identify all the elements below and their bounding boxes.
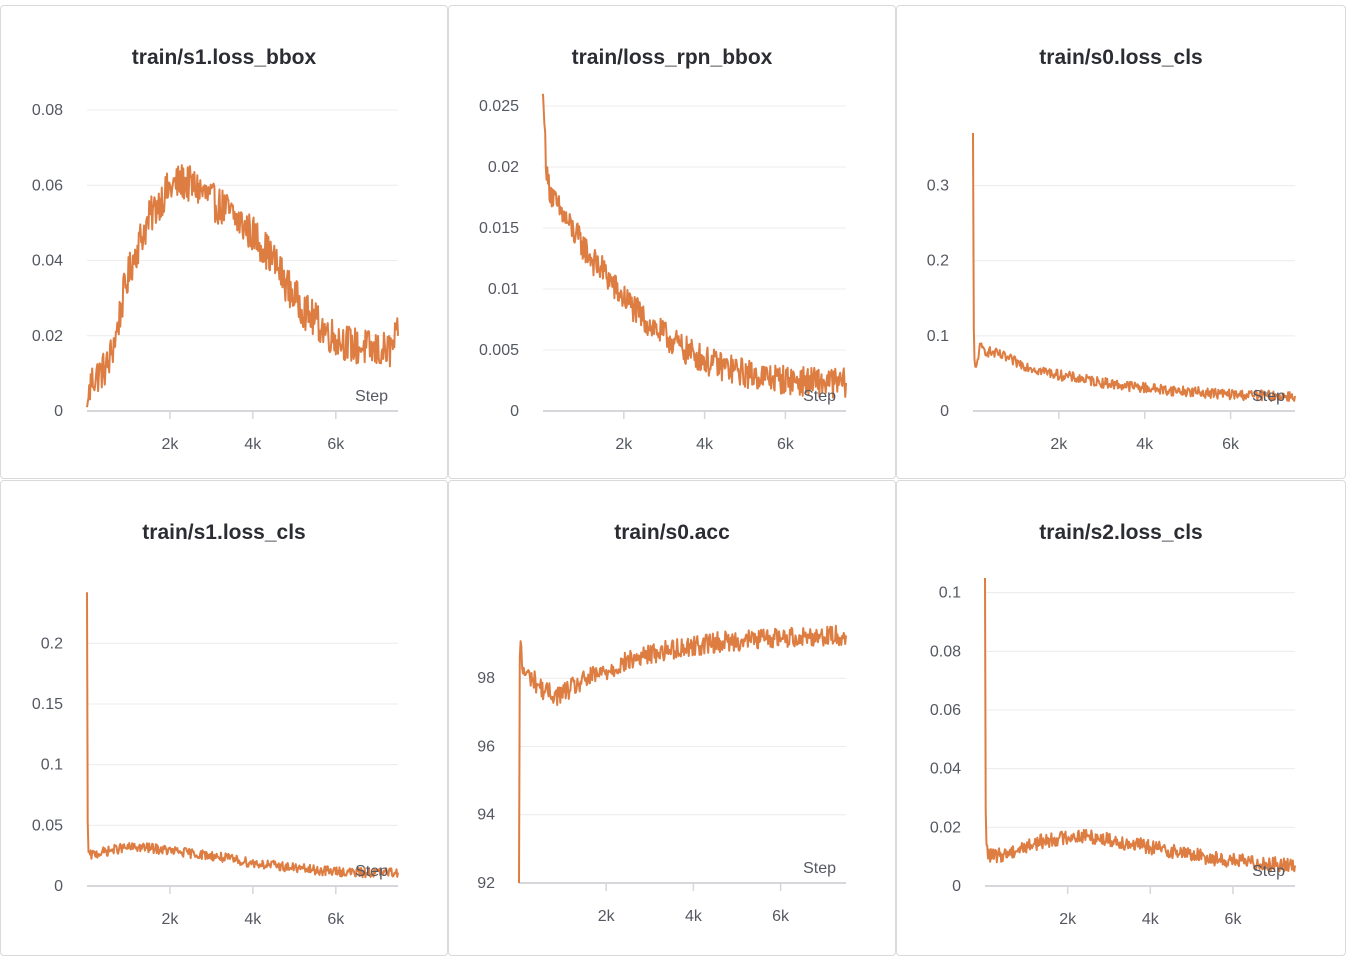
- x-tick-label: 2k: [615, 436, 633, 453]
- chart-panel-s0-loss-cls[interactable]: train/s0.loss_cls 0 0.1 0.2 0.3 2k 4k 6k Step: [896, 5, 1346, 479]
- x-axis-label: Step: [355, 863, 388, 880]
- y-tick-label: 0.05: [32, 817, 63, 834]
- chart-title: train/s2.loss_cls: [1039, 521, 1203, 544]
- y-tick-label: 0.06: [32, 177, 63, 194]
- x-tick-label: 4k: [1136, 436, 1154, 453]
- y-tick-label: 0.1: [939, 585, 961, 602]
- chart-panel-s2-loss-cls[interactable]: train/s2.loss_cls 0 0.02 0.04 0.06 0.08 0.1 2k…: [896, 480, 1346, 956]
- chart-title: train/s0.acc: [614, 521, 730, 544]
- chart-panel-s1-loss-cls[interactable]: train/s1.loss_cls 0 0.05 0.1 0.15 0.2 2k 4k 6k S…: [0, 480, 448, 956]
- x-tick-label: 2k: [598, 908, 616, 925]
- y-tick-label: 0.2: [927, 253, 949, 270]
- y-tick-label: 92: [477, 875, 495, 892]
- x-tick-label: 6k: [772, 908, 790, 925]
- chart-panel-s1-loss-bbox[interactable]: train/s1.loss_bbox 0 0.02 0.04 0.06 0.08 2k 4k…: [0, 5, 448, 479]
- y-tick-label: 98: [477, 670, 495, 687]
- y-tick-label: 0: [54, 878, 63, 895]
- line-chart: 92 94 96 98 2k 4k 6k Step: [477, 624, 847, 925]
- x-tick-label: 4k: [244, 911, 262, 928]
- x-tick-label: 2k: [161, 436, 179, 453]
- y-tick-label: 0.02: [930, 819, 961, 836]
- y-tick-label: 0: [510, 403, 519, 420]
- y-tick-label: 0.04: [32, 253, 63, 270]
- line-chart: 0 0.005 0.01 0.015 0.02 0.025 2k 4k 6k Step: [479, 93, 847, 453]
- x-tick-label: 6k: [327, 911, 345, 928]
- y-tick-label: 0.01: [488, 281, 519, 298]
- line-chart: 0 0.02 0.04 0.06 0.08 2k 4k 6k Step: [32, 102, 399, 453]
- series-line: [518, 624, 847, 884]
- y-tick-label: 0.3: [927, 178, 949, 195]
- chart-title: train/loss_rpn_bbox: [571, 46, 773, 69]
- x-axis-label: Step: [1252, 388, 1285, 405]
- y-tick-label: 0.06: [930, 702, 961, 719]
- y-tick-label: 0.1: [927, 328, 949, 345]
- y-tick-label: 0.1: [41, 757, 63, 774]
- x-axis-label: Step: [803, 860, 836, 877]
- y-tick-label: 0.02: [488, 159, 519, 176]
- x-tick-label: 6k: [777, 436, 795, 453]
- chart-title: train/s1.loss_cls: [142, 521, 306, 544]
- y-tick-label: 0.005: [479, 342, 519, 359]
- y-tick-label: 0.04: [930, 761, 961, 778]
- series-line: [86, 592, 399, 879]
- y-tick-label: 0.08: [32, 102, 63, 119]
- chart-panel-loss-rpn-bbox[interactable]: train/loss_rpn_bbox 0 0.005 0.01 0.015 0.02 0…: [448, 5, 896, 479]
- x-tick-label: 4k: [244, 436, 262, 453]
- chart-title: train/s1.loss_bbox: [131, 46, 317, 69]
- y-tick-label: 0.08: [930, 643, 961, 660]
- x-axis-label: Step: [1252, 863, 1285, 880]
- series-line: [542, 93, 847, 399]
- y-tick-label: 0.02: [32, 328, 63, 345]
- series-line: [984, 577, 1296, 873]
- series-line: [86, 164, 399, 408]
- series-line: [972, 132, 1296, 402]
- x-tick-label: 4k: [685, 908, 703, 925]
- y-tick-label: 94: [477, 807, 495, 824]
- line-chart: 0 0.1 0.2 0.3 2k 4k 6k Step: [927, 132, 1296, 453]
- y-tick-label: 96: [477, 738, 495, 755]
- x-tick-label: 4k: [1142, 911, 1160, 928]
- x-tick-label: 6k: [1225, 911, 1243, 928]
- x-tick-label: 2k: [161, 911, 179, 928]
- chart-panel-s0-acc[interactable]: train/s0.acc 92 94 96 98 2k 4k 6k Step: [448, 480, 896, 956]
- x-tick-label: 6k: [1222, 436, 1240, 453]
- x-axis-label: Step: [803, 388, 836, 405]
- line-chart: 0 0.05 0.1 0.15 0.2 2k 4k 6k Step: [32, 592, 399, 928]
- x-tick-label: 2k: [1050, 436, 1068, 453]
- chart-title: train/s0.loss_cls: [1039, 46, 1203, 69]
- y-tick-label: 0.025: [479, 98, 519, 115]
- y-tick-label: 0: [54, 403, 63, 420]
- x-tick-label: 4k: [696, 436, 714, 453]
- y-tick-label: 0: [940, 403, 949, 420]
- x-tick-label: 2k: [1059, 911, 1077, 928]
- y-tick-label: 0: [952, 878, 961, 895]
- y-tick-label: 0.2: [41, 635, 63, 652]
- x-tick-label: 6k: [327, 436, 345, 453]
- y-tick-label: 0.15: [32, 696, 63, 713]
- line-chart: 0 0.02 0.04 0.06 0.08 0.1 2k 4k 6k Step: [930, 577, 1296, 928]
- y-tick-label: 0.015: [479, 220, 519, 237]
- x-axis-label: Step: [355, 388, 388, 405]
